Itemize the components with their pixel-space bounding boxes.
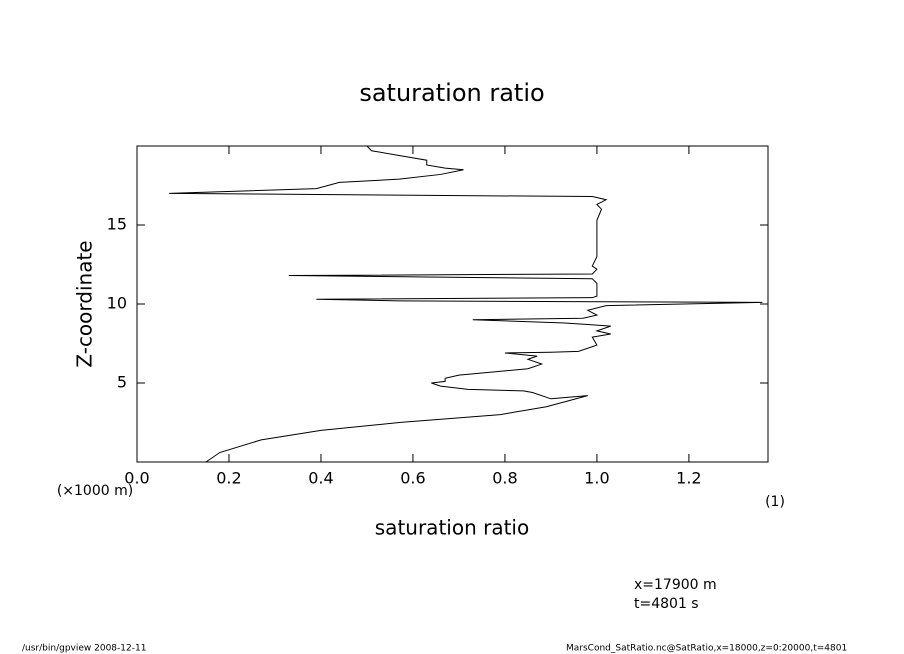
y-tick-label: 5 [117, 373, 127, 392]
x-axis-label: saturation ratio [375, 516, 529, 540]
y-axis-label: Z-coordinate [73, 240, 97, 367]
y-tick-label: 15 [107, 215, 127, 234]
x-tick-label: 0.2 [216, 469, 241, 488]
x-tick-label: 1.0 [584, 469, 609, 488]
note: t=4801 s [634, 596, 699, 612]
y-unit: (×1000 m) [57, 483, 133, 499]
x-unit: (1) [765, 494, 785, 510]
x-tick-label: 0.4 [308, 469, 333, 488]
x-tick-label: 0.8 [492, 469, 517, 488]
chart-title: saturation ratio [359, 79, 544, 107]
x-tick-label: 1.2 [676, 469, 701, 488]
x-tick-label: 0.6 [400, 469, 425, 488]
footer: /usr/bin/gpview 2008-12-11 [22, 644, 146, 654]
profile-line [169, 145, 763, 463]
y-tick-label: 10 [107, 294, 127, 313]
x-tick-label: 0.0 [124, 469, 149, 488]
note: x=17900 m [634, 577, 717, 593]
footer: MarsCond_SatRatio.nc@SatRatio,x=18000,z=… [566, 644, 847, 654]
